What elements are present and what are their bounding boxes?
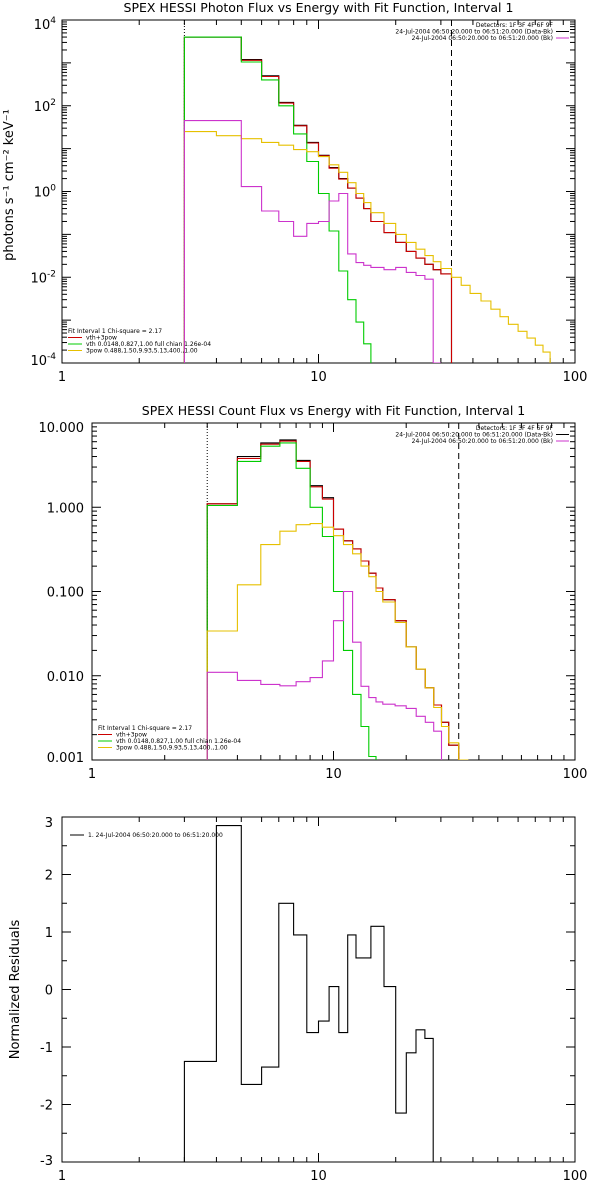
legend-entry: Fit Interval 1 Chi-square = 2.17: [68, 328, 162, 335]
header-line: 24-Jul-2004 06:50:20.000 to 06:51:20.000…: [412, 438, 553, 445]
y-tick-exponent: -4: [47, 352, 56, 362]
y-tick-base: 10: [34, 18, 51, 33]
legend-entry: vth+3pow: [86, 335, 117, 342]
series-vth-3pow-line: [206, 440, 460, 760]
y-tick-label: 10-2: [30, 269, 56, 286]
legend-entry: vth 0.0148,0.827,1.00 full chian 1.26e-0…: [86, 341, 211, 348]
legend-entry: vth 0.0148,0.827,1.00 full chian 1.26e-0…: [116, 738, 241, 745]
series-group: [206, 439, 477, 760]
residuals-panel: 1 10 100 -3 -2 -1 0 1 2 3 Normalized Residuals 1. 2…: [8, 816, 587, 1184]
x-tick-label: 1: [58, 1169, 66, 1184]
chart-title: SPEX HESSI Count Flux vs Energy with Fit…: [142, 403, 525, 418]
header-line: 24-Jul-2004 06:50:20.000 to 06:51:20.000…: [412, 35, 553, 42]
x-tick-label: 10: [310, 1169, 327, 1184]
series-3pow-line: [206, 523, 477, 760]
y-tick-label: 104: [34, 16, 57, 33]
x-tick-label: 100: [563, 1169, 588, 1184]
y-tick-label: 0: [45, 984, 53, 999]
series-data-line: [206, 439, 460, 760]
y-tick-label: 1.000: [47, 501, 84, 516]
y-tick-exponent: 2: [50, 98, 56, 108]
y-tick-label: 100: [34, 184, 57, 201]
series-data-line: [183, 36, 453, 363]
header-line: 24-Jul-2004 06:50:20.000 to 06:51:20.000…: [395, 29, 553, 36]
y-tick-label: 1: [45, 926, 53, 941]
y-tick-label: 0.010: [47, 670, 84, 685]
y-tick-base: 10: [34, 186, 51, 201]
legend-entry: 3pow 0.488,1.50,9.93,5.13,400.,1.00: [86, 348, 198, 355]
y-tick-base: 10: [30, 271, 47, 286]
x-tick-label: 1: [58, 370, 66, 385]
series-group: [183, 825, 434, 1162]
y-tick-label: 3: [45, 816, 53, 831]
x-tick-label: 10: [325, 767, 342, 782]
series-vth-3pow-line: [183, 36, 453, 363]
y-tick-label: -2: [40, 1099, 53, 1114]
y-tick-label: 102: [34, 98, 56, 115]
y-tick-label: 0.001: [47, 751, 84, 766]
y-tick-label: 2: [45, 869, 53, 884]
x-tick-label: 100: [563, 370, 588, 385]
y-tick-label: 0.100: [47, 586, 84, 601]
photon-flux-panel: SPEX HESSI Photon Flux vs Energy with Fi…: [2, 0, 587, 385]
header-line: 24-Jul-2004 06:50:20.000 to 06:51:20.000…: [395, 432, 553, 439]
series-vth-line: [183, 36, 385, 363]
series-data-line: [183, 825, 434, 1162]
x-tick-label: 1: [88, 767, 96, 782]
chart-title: SPEX HESSI Photon Flux vs Energy with Fi…: [124, 0, 514, 15]
legend-entry: Fit Interval 1 Chi-square = 2.17: [98, 725, 192, 732]
series-vth-line: [206, 442, 384, 760]
y-axis-label: photons s⁻¹ cm⁻² keV⁻¹: [2, 109, 17, 261]
count-flux-panel: SPEX HESSI Count Flux vs Energy with Fit…: [39, 403, 588, 782]
y-tick-base: 10: [34, 100, 51, 115]
legend-entry: vth+3pow: [116, 732, 147, 739]
y-tick-label: 10-4: [30, 352, 56, 369]
series-bk-line: [206, 590, 450, 760]
y-tick-label: -3: [40, 1154, 53, 1169]
y-tick-label: 10.000: [39, 421, 85, 436]
series-group: [183, 36, 551, 363]
y-axis-label: Normalized Residuals: [8, 920, 23, 1060]
header-line: Detectors: 1F 3F 4F 6F 9F: [476, 22, 554, 29]
y-tick-base: 10: [30, 354, 47, 369]
legend-entry: 3pow 0.488,1.50,9.93,5.13,400.,1.00: [116, 745, 228, 752]
y-tick-exponent: 0: [50, 184, 56, 194]
header-line: Detectors: 1F 3F 4F 6F 9F: [476, 425, 554, 432]
x-tick-label: 100: [563, 767, 588, 782]
y-tick-exponent: 4: [50, 16, 56, 26]
series-bk-line: [183, 120, 441, 363]
legend-entry: 1. 24-Jul-2004 06:50:20.000 to 06:51:20.…: [88, 832, 223, 839]
x-tick-label: 10: [310, 370, 327, 385]
y-tick-label: -1: [40, 1041, 53, 1056]
y-tick-exponent: -2: [47, 269, 56, 279]
plot-frame: [61, 816, 576, 1163]
series-3pow-line: [183, 131, 551, 363]
